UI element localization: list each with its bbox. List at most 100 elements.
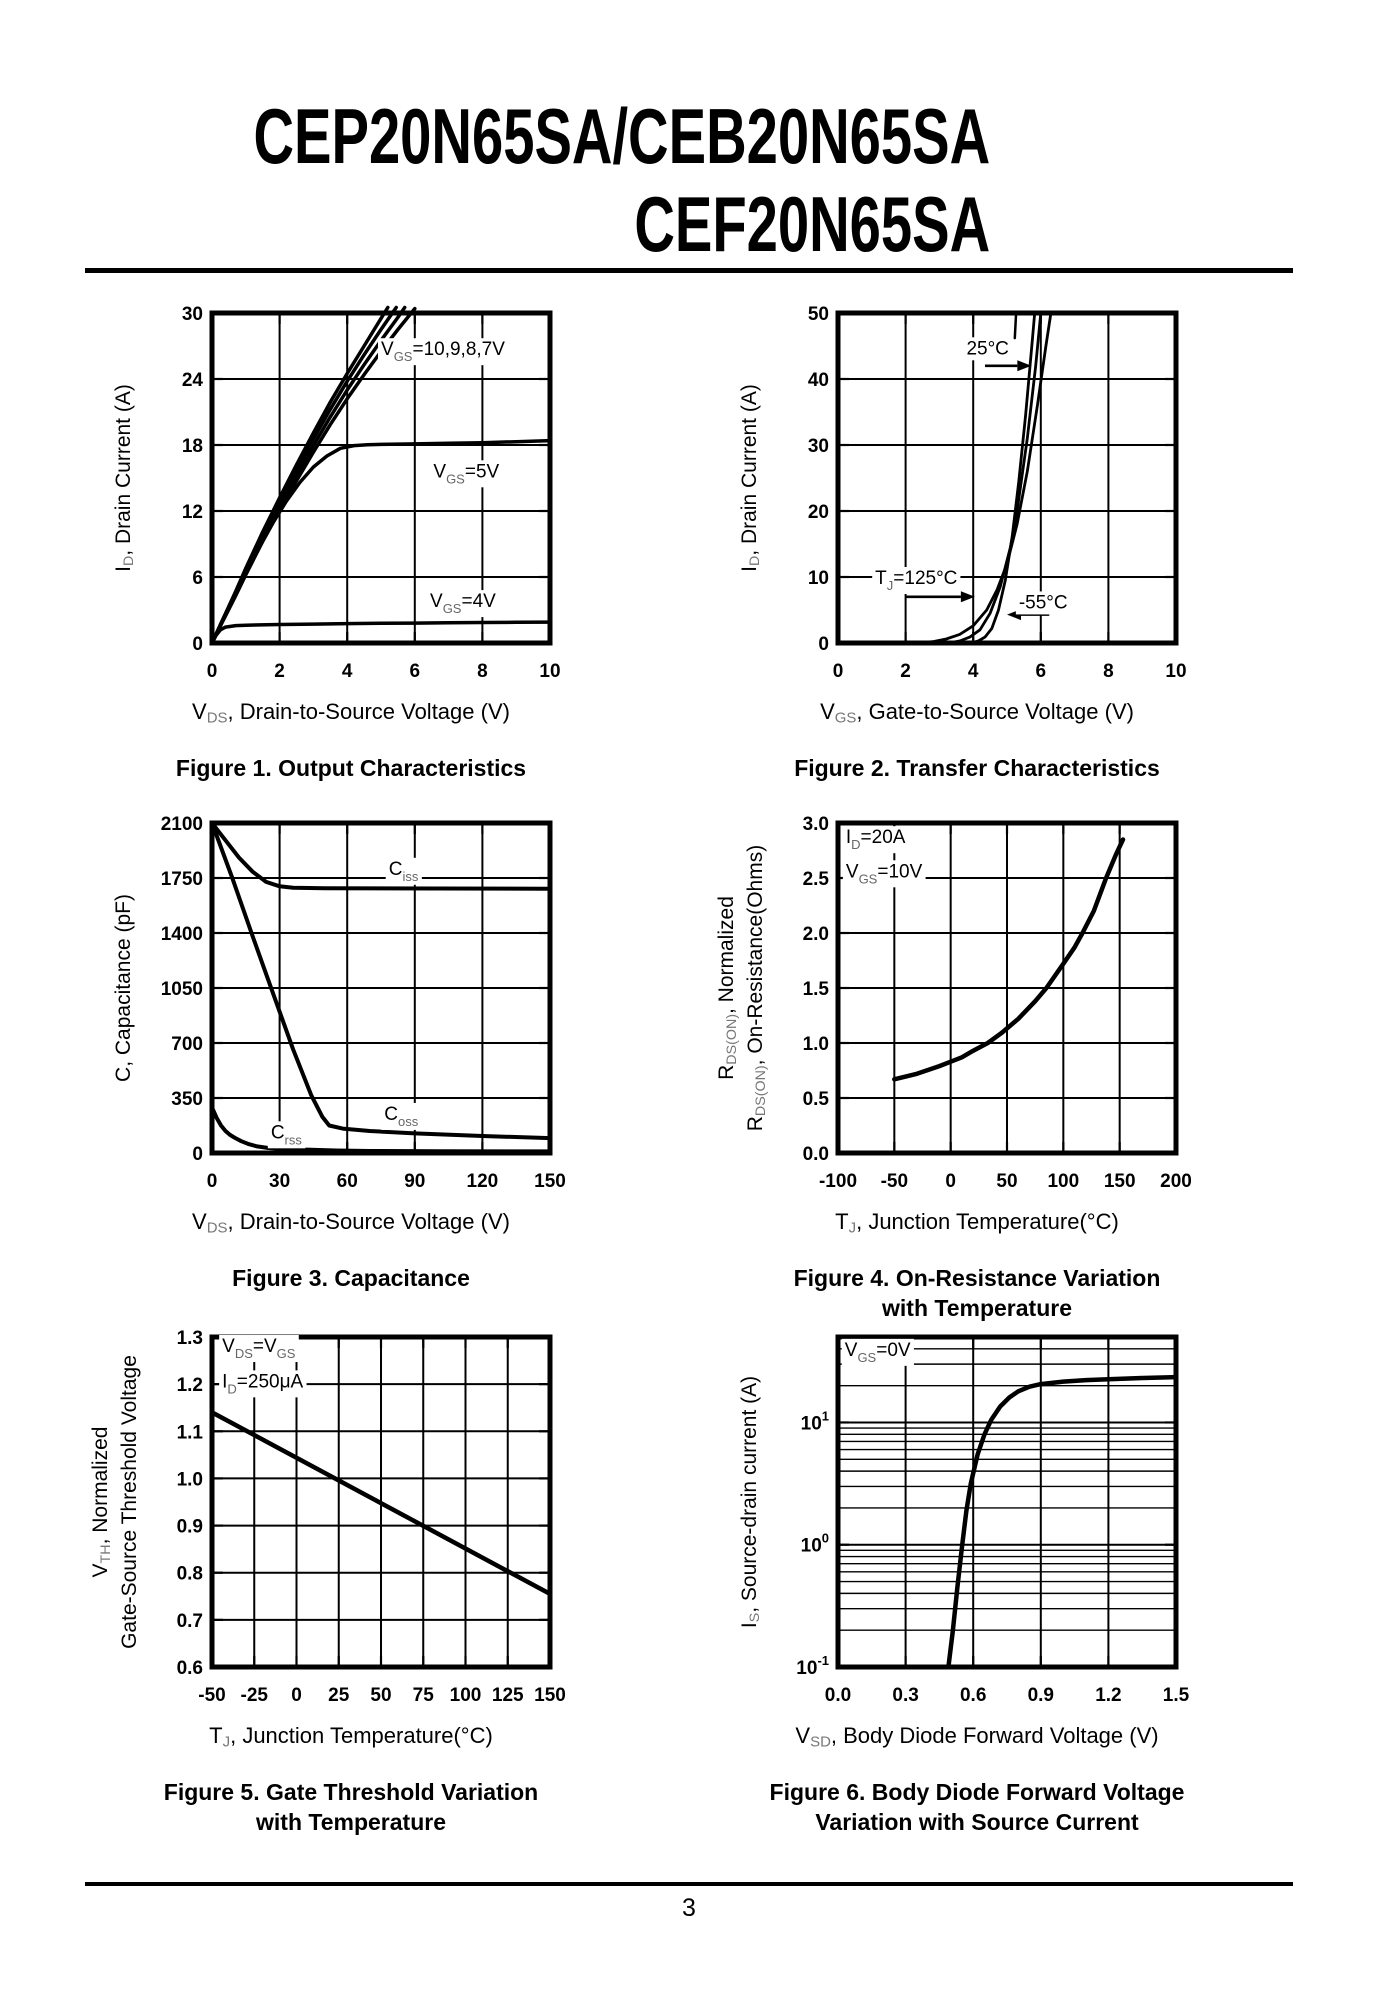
title-line-2: CEF20N65SA — [634, 180, 990, 268]
svg-text:2: 2 — [274, 661, 285, 682]
svg-text:0: 0 — [207, 1171, 218, 1192]
svg-text:VGS=0V: VGS=0V — [845, 1340, 911, 1365]
svg-text:ID=20A: ID=20A — [846, 827, 906, 852]
svg-text:200: 200 — [1160, 1171, 1192, 1192]
svg-text:24: 24 — [182, 370, 204, 391]
svg-text:VGS=10V: VGS=10V — [846, 861, 923, 886]
svg-text:0.9: 0.9 — [177, 1517, 203, 1538]
svg-text:60: 60 — [337, 1171, 358, 1192]
figure-1-caption: Figure 1. Output Characteristics — [175, 755, 527, 781]
figure-3-caption: Figure 3. Capacitance — [232, 1265, 470, 1291]
svg-text:4: 4 — [342, 661, 353, 682]
svg-text:0: 0 — [192, 634, 203, 655]
svg-text:2100: 2100 — [161, 814, 203, 835]
svg-text:Crss: Crss — [271, 1122, 303, 1147]
svg-text:-25: -25 — [241, 1685, 269, 1706]
svg-text:ID=250μA: ID=250μA — [222, 1371, 303, 1396]
svg-text:0.0: 0.0 — [803, 1144, 829, 1165]
svg-text:1.2: 1.2 — [177, 1375, 203, 1396]
svg-text:-50: -50 — [198, 1685, 225, 1706]
svg-text:10: 10 — [1165, 661, 1186, 682]
figure-1-y-axis-label: ID, Drain Current (A) — [112, 384, 138, 572]
figure-6-body-diode-forward-voltage: IS, Source-drain current (A) VGS=0V 10-1 1… — [712, 1325, 1272, 1845]
svg-text:Coss: Coss — [384, 1104, 418, 1129]
svg-text:3.0: 3.0 — [803, 814, 829, 835]
figure-2-transfer-characteristics: ID, Drain Current (A) 25°C TJ=125°C -55°C 0… — [712, 301, 1272, 821]
svg-text:1.1: 1.1 — [177, 1422, 204, 1443]
figure-4-y-axis-label: RDS(ON), Normalized RDS(ON), On-Resistanc… — [715, 844, 770, 1132]
svg-text:10: 10 — [539, 661, 560, 682]
svg-text:0.8: 0.8 — [177, 1564, 203, 1585]
svg-text:120: 120 — [467, 1171, 499, 1192]
svg-text:20: 20 — [808, 502, 829, 523]
figure-5-y-axis-label: VTH, Normalized Gate-Source Threshold Vol… — [89, 1355, 142, 1649]
svg-text:2.0: 2.0 — [803, 924, 829, 945]
svg-text:VGS=10,9,8,7V: VGS=10,9,8,7V — [381, 339, 505, 364]
svg-text:1750: 1750 — [161, 869, 203, 890]
figure-3-y-axis-label: C, Capacitance (pF) — [112, 894, 135, 1082]
footer-rule — [85, 1882, 1293, 1886]
svg-text:10: 10 — [808, 568, 829, 589]
figure-2-caption: Figure 2. Transfer Characteristics — [794, 755, 1160, 781]
part-number-title: CEP20N65SA/CEB20N65SA CEF20N65SA — [253, 92, 990, 268]
figure-6-caption: Figure 6. Body Diode Forward Voltage Vari… — [769, 1779, 1185, 1835]
svg-text:8: 8 — [1103, 661, 1114, 682]
figure-2-chart: 25°C TJ=125°C -55°C 0 10 20 30 40 50 0 2 4 6 8 10 — [808, 304, 1187, 682]
figure-3-x-axis-label: VDS, Drain-to-Source Voltage (V) — [192, 1209, 510, 1237]
svg-text:12: 12 — [182, 502, 203, 523]
svg-text:350: 350 — [171, 1089, 203, 1110]
figure-6-x-axis-label: VSD, Body Diode Forward Voltage (V) — [795, 1723, 1159, 1751]
svg-text:0.5: 0.5 — [803, 1089, 830, 1110]
svg-text:1.2: 1.2 — [1095, 1685, 1121, 1706]
svg-text:4: 4 — [968, 661, 979, 682]
figure-4-caption: Figure 4. On-Resistance Variation with Te… — [793, 1265, 1161, 1321]
svg-text:-100: -100 — [819, 1171, 857, 1192]
svg-text:100: 100 — [1047, 1171, 1079, 1192]
figure-1-x-axis-label: VDS, Drain-to-Source Voltage (V) — [192, 699, 510, 727]
figure-5-gate-threshold-variation: VTH, Normalized Gate-Source Threshold Vol… — [86, 1325, 646, 1845]
svg-text:0.6: 0.6 — [960, 1685, 986, 1706]
svg-text:8: 8 — [477, 661, 488, 682]
svg-text:1.0: 1.0 — [803, 1034, 829, 1055]
svg-text:125: 125 — [492, 1685, 524, 1706]
svg-text:30: 30 — [182, 304, 203, 325]
svg-text:2: 2 — [900, 661, 911, 682]
svg-text:75: 75 — [413, 1685, 435, 1706]
svg-text:150: 150 — [534, 1685, 566, 1706]
figure-5-chart: VDS=VGS ID=250μA 0.6 0.7 0.8 0.9 1.0 1.1 1.2 1.3 -… — [177, 1328, 566, 1706]
figure-5-caption: Figure 5. Gate Threshold Variation with T… — [163, 1779, 539, 1835]
figure-6-chart: VGS=0V 10-1 100 101 0.0 0.3 0.6 0.9 1.2 1.5 — [796, 1334, 1190, 1706]
svg-text:0.0: 0.0 — [825, 1685, 851, 1706]
svg-text:700: 700 — [171, 1034, 203, 1055]
svg-text:VGS=5V: VGS=5V — [433, 461, 499, 486]
svg-text:150: 150 — [1104, 1171, 1136, 1192]
title-line-1: CEP20N65SA/CEB20N65SA — [253, 92, 990, 180]
svg-text:VGS=4V: VGS=4V — [430, 591, 496, 616]
svg-text:0.7: 0.7 — [177, 1611, 203, 1632]
figure-2-y-axis-label: ID, Drain Current (A) — [738, 384, 764, 572]
figure-5-x-axis-label: TJ, Junction Temperature(°C) — [209, 1723, 493, 1751]
svg-text:0: 0 — [833, 661, 844, 682]
svg-text:1400: 1400 — [161, 924, 203, 945]
svg-text:0.9: 0.9 — [1028, 1685, 1054, 1706]
figure-4-x-axis-label: TJ, Junction Temperature(°C) — [835, 1209, 1119, 1237]
svg-text:2.5: 2.5 — [803, 869, 830, 890]
svg-text:30: 30 — [808, 436, 829, 457]
page-number: 3 — [682, 1894, 696, 1922]
svg-text:0: 0 — [192, 1144, 203, 1165]
svg-text:6: 6 — [192, 568, 203, 589]
svg-text:1050: 1050 — [161, 979, 203, 1000]
svg-text:0: 0 — [207, 661, 218, 682]
svg-text:150: 150 — [534, 1171, 566, 1192]
svg-text:50: 50 — [808, 304, 829, 325]
svg-text:0: 0 — [945, 1171, 956, 1192]
figure-6-y-axis-label: IS, Source-drain current (A) — [738, 1375, 764, 1629]
svg-text:101: 101 — [801, 1408, 829, 1434]
svg-text:100: 100 — [801, 1531, 829, 1557]
figure-2-x-axis-label: VGS, Gate-to-Source Voltage (V) — [820, 699, 1134, 727]
svg-text:1.3: 1.3 — [177, 1328, 203, 1349]
svg-text:-50: -50 — [881, 1171, 908, 1192]
svg-text:50: 50 — [996, 1171, 1017, 1192]
svg-text:25: 25 — [328, 1685, 350, 1706]
